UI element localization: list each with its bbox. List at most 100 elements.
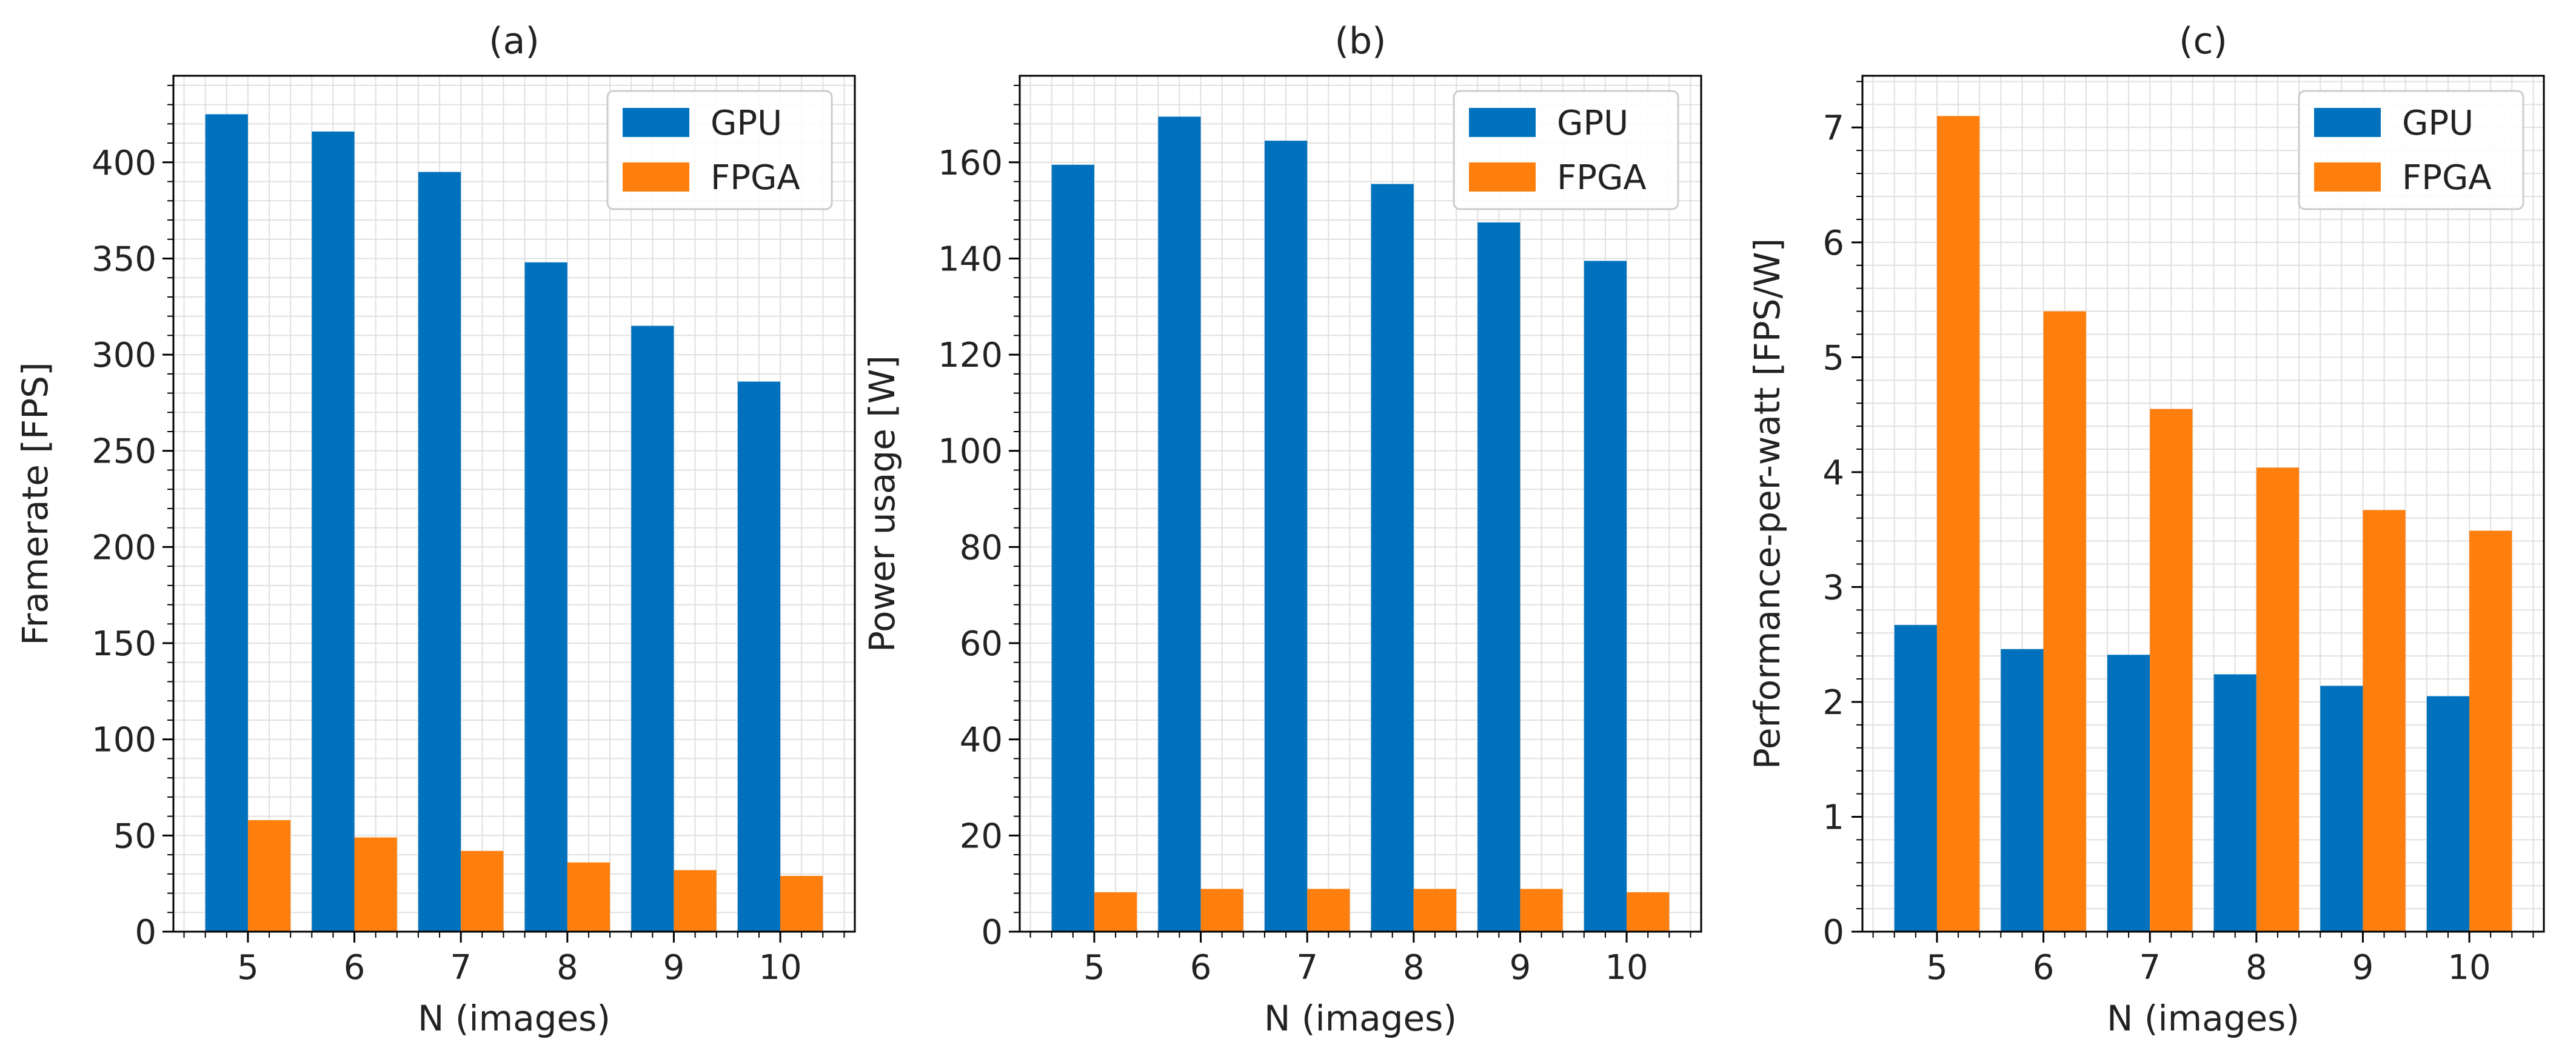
- x-tick-label: 9: [1510, 948, 1531, 987]
- x-tick-label: 10: [758, 948, 801, 987]
- bar-fpga-8: [1413, 889, 1457, 932]
- bar-gpu-9: [631, 326, 674, 932]
- x-tick-label: 10: [2447, 948, 2491, 987]
- y-tick-label: 400: [92, 144, 156, 183]
- legend-label-fpga: FPGA: [2402, 158, 2492, 198]
- x-tick-label: 6: [344, 948, 366, 987]
- y-tick-label: 160: [938, 144, 1003, 183]
- plot-frame: [1019, 75, 1702, 933]
- y-tick-label: 0: [135, 913, 156, 952]
- bar-gpu-9: [2320, 686, 2363, 932]
- y-tick-label: 200: [92, 528, 156, 567]
- bar-fpga-6: [354, 837, 397, 932]
- chart-panel-a: (a) N (images) Framerate [FPS] 0 50 100 150…: [15, 20, 856, 1039]
- legend-label-gpu: GPU: [1557, 104, 1628, 143]
- legend-label-gpu: GPU: [711, 104, 782, 143]
- y-tick-label: 150: [92, 624, 156, 664]
- x-tick-label: 7: [450, 948, 472, 987]
- plot-frame: [1861, 75, 2545, 933]
- bar-gpu-7: [1264, 141, 1308, 932]
- bar-gpu-7: [418, 172, 461, 932]
- x-axis-label: N (images): [418, 998, 611, 1039]
- bar-gpu-8: [1371, 184, 1414, 932]
- y-tick-label: 250: [92, 432, 156, 472]
- plot-frame: [172, 75, 856, 933]
- x-tick-label: 8: [1403, 948, 1425, 987]
- bar-gpu-10: [737, 381, 781, 932]
- bar-fpga-7: [2150, 409, 2193, 932]
- y-tick-label: 1: [1822, 798, 1844, 837]
- x-tick-label: 8: [557, 948, 578, 987]
- bar-fpga-6: [2043, 311, 2086, 932]
- y-tick-label: 40: [960, 721, 1003, 760]
- x-tick-label: 5: [237, 948, 259, 987]
- y-tick-label: 5: [1822, 338, 1844, 378]
- legend: GPU FPGA: [1453, 90, 1679, 210]
- legend: GPU FPGA: [606, 90, 833, 210]
- x-tick-label: 8: [2246, 948, 2267, 987]
- bar-gpu-8: [524, 262, 567, 932]
- y-tick-label: 50: [113, 817, 156, 856]
- legend-swatch-gpu: [2314, 108, 2381, 137]
- y-tick-label: 140: [938, 239, 1003, 279]
- bar-fpga-10: [1627, 892, 1670, 932]
- bar-gpu-5: [205, 114, 248, 932]
- bar-fpga-10: [2469, 530, 2512, 932]
- x-tick-label: 5: [1083, 948, 1105, 987]
- y-tick-label: 100: [92, 721, 156, 760]
- bar-fpga-10: [780, 875, 823, 932]
- panel-title: (c): [2179, 20, 2227, 62]
- chart-panel-b: (b) N (images) Power usage [W] 0 20 40 60 80…: [861, 20, 1702, 1039]
- legend: GPU FPGA: [2298, 90, 2524, 210]
- x-axis-label: N (images): [2107, 998, 2300, 1039]
- bar-fpga-6: [1200, 889, 1243, 932]
- bar-gpu-7: [2107, 655, 2150, 932]
- bar-fpga-5: [247, 820, 291, 932]
- bar-fpga-7: [461, 850, 504, 932]
- y-axis-label: Framerate [FPS]: [15, 362, 56, 645]
- bar-fpga-9: [2363, 510, 2406, 932]
- bar-gpu-10: [1584, 261, 1627, 932]
- legend-label-gpu: GPU: [2402, 104, 2474, 143]
- x-tick-label: 6: [2033, 948, 2055, 987]
- y-tick-label: 2: [1822, 683, 1844, 723]
- bar-gpu-6: [2001, 649, 2044, 932]
- bar-fpga-5: [1094, 892, 1137, 932]
- y-tick-label: 20: [960, 817, 1003, 856]
- y-tick-label: 350: [92, 239, 156, 279]
- bar-fpga-5: [1936, 116, 1980, 932]
- panel-title: (b): [1335, 20, 1387, 62]
- legend-swatch-fpga: [1469, 162, 1536, 192]
- bar-gpu-5: [1894, 624, 1937, 932]
- bar-fpga-9: [674, 870, 717, 932]
- x-tick-label: 9: [663, 948, 685, 987]
- x-tick-label: 6: [1190, 948, 1212, 987]
- legend-label-fpga: FPGA: [1557, 158, 1647, 198]
- chart-panel-c: (c) N (images) Performance-per-watt [FPS…: [1747, 20, 2545, 1039]
- bar-gpu-6: [312, 132, 355, 932]
- y-tick-label: 60: [960, 624, 1003, 664]
- legend-swatch-gpu: [1469, 108, 1536, 137]
- bar-fpga-9: [1520, 889, 1563, 932]
- y-tick-label: 3: [1822, 568, 1844, 607]
- y-tick-label: 0: [1822, 913, 1844, 952]
- legend-swatch-fpga: [2314, 162, 2381, 192]
- bar-gpu-10: [2426, 696, 2470, 932]
- bar-gpu-9: [1477, 222, 1521, 932]
- bar-gpu-6: [1158, 116, 1201, 932]
- x-tick-label: 7: [2139, 948, 2161, 987]
- bar-gpu-5: [1051, 164, 1094, 932]
- x-tick-label: 9: [2352, 948, 2374, 987]
- x-tick-label: 7: [1296, 948, 1318, 987]
- y-tick-label: 7: [1822, 109, 1844, 148]
- bar-fpga-8: [2256, 467, 2300, 932]
- x-tick-label: 10: [1605, 948, 1648, 987]
- bar-fpga-7: [1307, 889, 1350, 932]
- y-tick-label: 0: [981, 913, 1003, 952]
- y-tick-label: 80: [960, 528, 1003, 567]
- y-axis-label: Power usage [W]: [861, 355, 903, 652]
- panel-title: (a): [489, 20, 540, 62]
- y-tick-label: 120: [938, 336, 1003, 375]
- x-tick-label: 5: [1926, 948, 1948, 987]
